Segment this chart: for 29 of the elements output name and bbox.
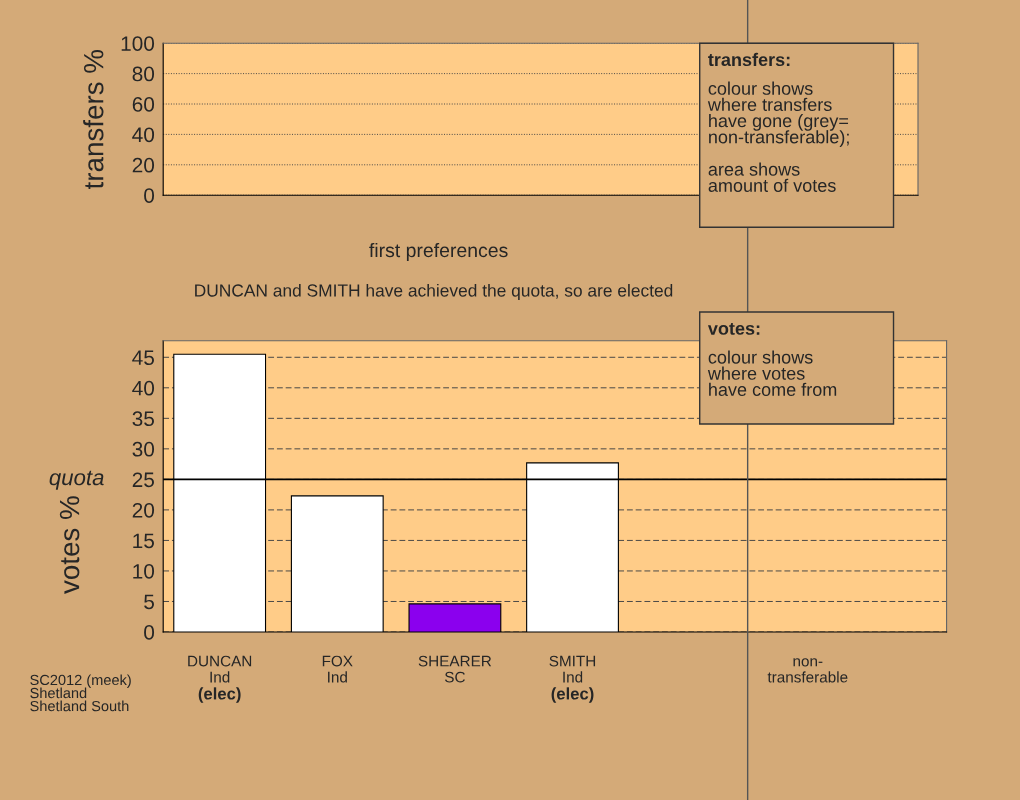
x-tick-label: DUNCAN Ind (elec) (188, 655, 252, 703)
y-axis-title: transfers % (83, 49, 104, 190)
y-tick-label: 15 (133, 533, 154, 549)
y-tick-label: 20 (132, 502, 155, 518)
y-tick-label: 25 (132, 472, 154, 488)
text: SC2012 (meek) Shetland Shetland South (30, 674, 131, 712)
y-tick-label: 80 (132, 66, 155, 82)
y-tick-label: 5 (144, 594, 154, 610)
x-tick-label: FOX Ind (322, 655, 353, 683)
chart-subtitle: DUNCAN and SMITH have achieved the quota, so are elected (195, 283, 673, 301)
y-tick-label: 45 (132, 350, 154, 366)
x-tick-label: SMITH Ind (elec) (549, 655, 596, 703)
y-tick-label: 0 (144, 625, 155, 640)
x-tick-label: SHEARER SC (418, 655, 492, 683)
y-axis-title: votes % (59, 496, 80, 594)
chart-title: first preferences (369, 242, 508, 262)
annotation: transfers: colour shows where transfers have gone (grey= non-transferable); area shows amount of votes (707, 52, 849, 192)
y-tick-label: 40 (132, 127, 155, 143)
y-tick-label: 10 (133, 563, 155, 579)
y-tick-label: 20 (132, 157, 155, 173)
ref-line-label: quota (49, 470, 104, 490)
y-tick-label: 35 (132, 411, 154, 427)
x-tick-label: non- transferable (767, 658, 848, 683)
y-tick-label: 60 (132, 97, 155, 112)
y-tick-label: 100 (121, 36, 155, 51)
y-tick-label: 40 (132, 380, 155, 396)
annotation: votes: colour shows where votes have come from (707, 322, 837, 397)
y-tick-label: 30 (132, 441, 155, 457)
y-tick-label: 0 (144, 188, 155, 203)
